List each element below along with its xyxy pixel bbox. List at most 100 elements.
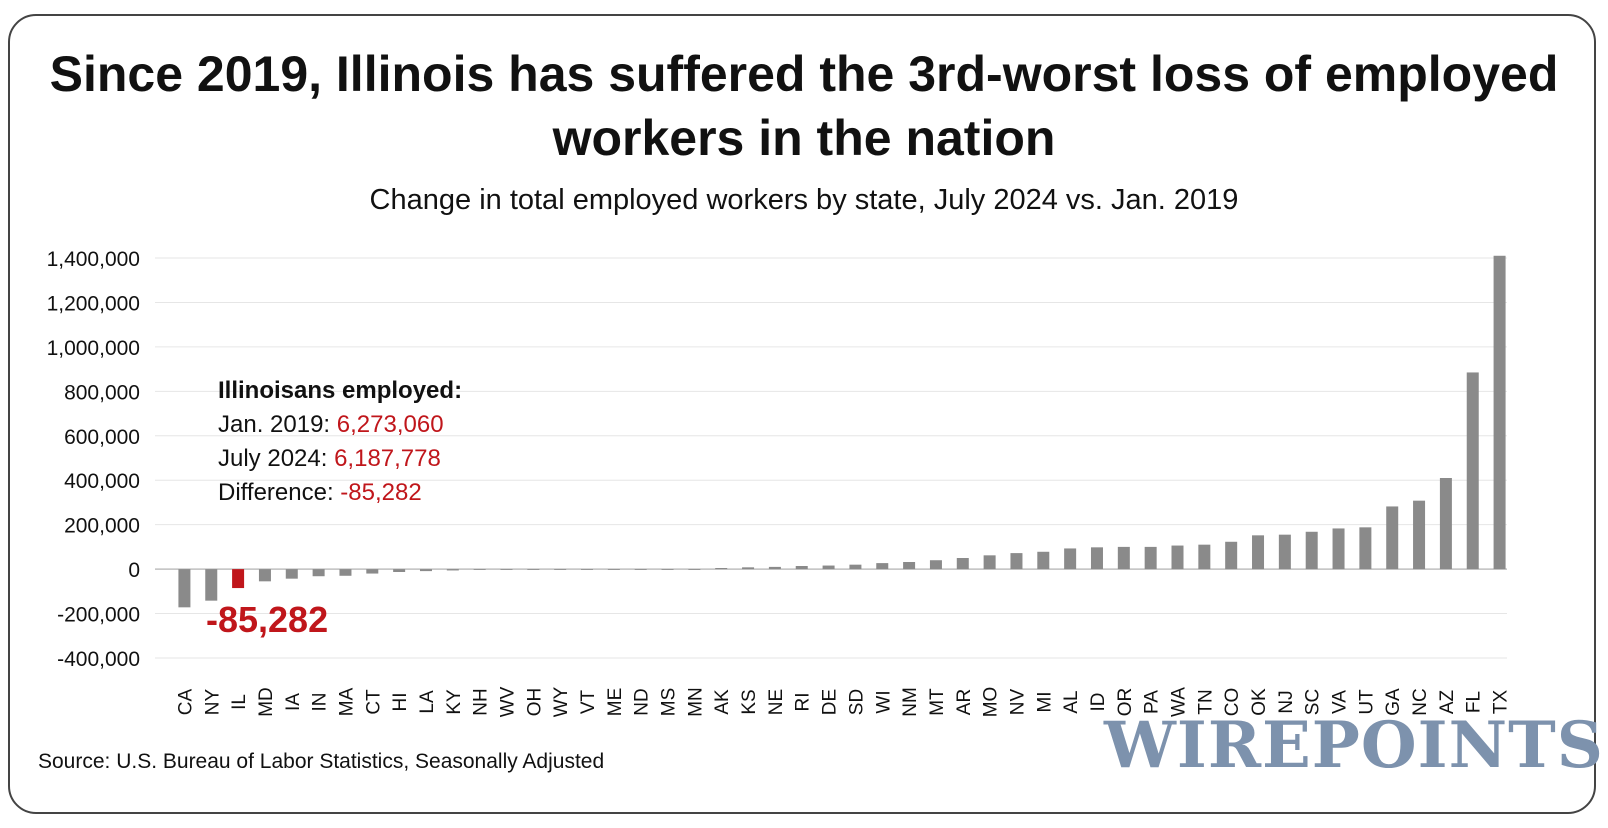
bar-il bbox=[232, 569, 245, 589]
x-tick-label: VT bbox=[578, 689, 599, 714]
bar-tx bbox=[1493, 255, 1506, 570]
x-tick-label: LA bbox=[417, 690, 438, 714]
bar-tn bbox=[1198, 544, 1211, 570]
source-note: Source: U.S. Bureau of Labor Statistics,… bbox=[38, 750, 605, 773]
bar-me bbox=[607, 569, 620, 570]
x-tick-label: MT bbox=[927, 688, 948, 716]
bar-mo bbox=[983, 555, 996, 570]
x-tick-label: NV bbox=[1007, 688, 1028, 715]
bar-nd bbox=[634, 569, 647, 570]
x-tick-label: NH bbox=[471, 688, 492, 715]
annotation-diff-label: Difference: bbox=[218, 479, 340, 506]
x-tick-label: NE bbox=[766, 689, 787, 715]
bar-ks bbox=[742, 567, 755, 570]
x-tick-label: RI bbox=[793, 693, 814, 712]
annotation-jul-value: 6,187,778 bbox=[334, 445, 441, 472]
bar-de bbox=[822, 565, 835, 570]
x-tick-label: ID bbox=[1088, 693, 1109, 712]
brand-logo: WIREPOINTS bbox=[1104, 708, 1604, 783]
x-tick-label: CT bbox=[363, 689, 384, 715]
bar-ri bbox=[795, 566, 808, 570]
bar-hi bbox=[393, 569, 406, 572]
annotation-jan-label: Jan. 2019: bbox=[218, 411, 337, 438]
x-tick-label: SD bbox=[846, 689, 867, 715]
y-tick-label: 0 bbox=[128, 559, 140, 582]
bar-wa bbox=[1171, 545, 1184, 570]
x-tick-label: AR bbox=[954, 689, 975, 715]
y-tick-label: 800,000 bbox=[64, 381, 140, 404]
x-tick-label: OR bbox=[1115, 688, 1136, 717]
bar-nh bbox=[473, 569, 486, 570]
bar-ak bbox=[715, 568, 728, 570]
bar-in bbox=[312, 569, 325, 577]
bar-nv bbox=[1010, 553, 1023, 570]
bar-oh bbox=[527, 569, 540, 570]
bars bbox=[178, 255, 1506, 608]
x-tick-label: TN bbox=[1195, 689, 1216, 714]
bar-ar bbox=[956, 558, 969, 570]
bar-pa bbox=[1144, 546, 1157, 570]
annotation-diff-value: -85,282 bbox=[340, 479, 421, 506]
x-tick-label: NM bbox=[900, 687, 921, 717]
bar-ut bbox=[1359, 527, 1372, 570]
bar-wy bbox=[554, 569, 567, 570]
x-tick-label: AK bbox=[712, 689, 733, 715]
bar-la bbox=[419, 569, 432, 572]
bar-ms bbox=[661, 569, 674, 570]
bar-mt bbox=[929, 560, 942, 570]
x-tick-label: MS bbox=[659, 688, 680, 717]
bar-ia bbox=[285, 569, 298, 579]
bar-wi bbox=[876, 563, 889, 570]
x-tick-label: SC bbox=[1303, 689, 1324, 715]
annotation-diff: Difference: -85,282 bbox=[218, 479, 422, 506]
x-tick-label: PA bbox=[1142, 690, 1163, 714]
x-tick-label: NY bbox=[202, 688, 223, 715]
y-tick-label: 600,000 bbox=[64, 426, 140, 449]
bar-ct bbox=[366, 569, 379, 574]
y-axis-ticks: -400,000 -200,000 0 200,000 400,000 600,000 80… bbox=[47, 248, 140, 671]
bar-az bbox=[1439, 478, 1452, 570]
x-tick-label: FL bbox=[1464, 691, 1485, 713]
x-tick-label: VA bbox=[1330, 690, 1351, 714]
x-tick-label: AL bbox=[1061, 690, 1082, 713]
x-tick-label: IN bbox=[310, 693, 331, 712]
annotation-jan: Jan. 2019: 6,273,060 bbox=[218, 411, 444, 438]
y-tick-label: 1,200,000 bbox=[47, 292, 140, 315]
x-tick-label: NC bbox=[1410, 688, 1431, 715]
bar-ne bbox=[768, 566, 781, 570]
x-tick-label: IA bbox=[283, 693, 304, 711]
x-tick-label: MI bbox=[1034, 691, 1055, 712]
bar-id bbox=[1090, 547, 1103, 570]
x-tick-label: HI bbox=[390, 693, 411, 712]
illinois-annotation: Illinoisans employed: Jan. 2019: 6,273,0… bbox=[206, 377, 462, 640]
x-tick-label: OK bbox=[1249, 688, 1270, 716]
chart-frame bbox=[8, 14, 1596, 814]
x-tick-label: MD bbox=[256, 687, 277, 717]
x-tick-label: WI bbox=[873, 690, 894, 713]
x-tick-label: AZ bbox=[1437, 689, 1458, 714]
bar-va bbox=[1332, 528, 1345, 570]
y-tick-label: 1,000,000 bbox=[47, 337, 140, 360]
x-tick-label: TX bbox=[1491, 690, 1512, 715]
x-tick-label: WV bbox=[498, 686, 519, 717]
x-tick-label: NJ bbox=[1276, 690, 1297, 713]
annotation-jan-value: 6,273,060 bbox=[337, 411, 444, 438]
bar-ky bbox=[446, 569, 459, 571]
x-tick-label: UT bbox=[1356, 689, 1377, 715]
bar-nm bbox=[903, 562, 916, 570]
bar-sd bbox=[849, 564, 862, 570]
x-tick-label: CA bbox=[175, 688, 196, 715]
x-tick-label: WY bbox=[551, 686, 572, 717]
x-tick-label: KS bbox=[739, 689, 760, 714]
grid-lines bbox=[155, 257, 1507, 659]
bar-mi bbox=[1037, 551, 1050, 570]
x-tick-label: MO bbox=[981, 687, 1002, 718]
bar-vt bbox=[581, 569, 594, 570]
bar-ca bbox=[178, 569, 191, 608]
x-tick-label: DE bbox=[820, 689, 841, 715]
x-axis-ticks: CA NY IL MD IA IN MA CT HI LA KY NH WV OH WY VT ME ND MS MN… bbox=[175, 686, 1511, 717]
x-tick-label: MN bbox=[685, 687, 706, 717]
x-tick-label: CO bbox=[1222, 688, 1243, 717]
annotation-heading: Illinoisans employed: bbox=[218, 377, 462, 404]
